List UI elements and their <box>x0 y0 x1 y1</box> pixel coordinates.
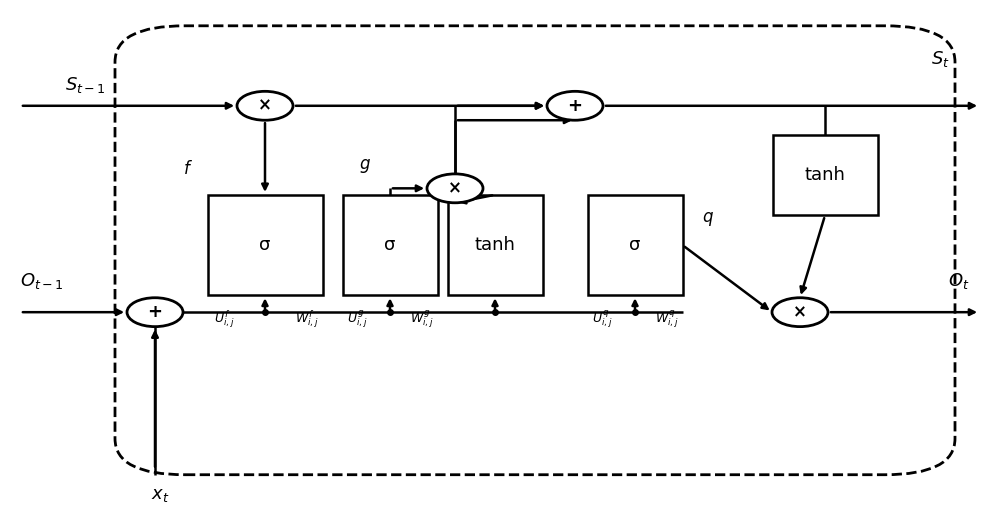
Text: $O_{t-1}$: $O_{t-1}$ <box>20 271 63 291</box>
Text: $q$: $q$ <box>702 211 713 228</box>
Text: $W^{f}_{i,j}$: $W^{f}_{i,j}$ <box>295 309 318 330</box>
Text: σ: σ <box>384 236 396 254</box>
Text: $S_{t-1}$: $S_{t-1}$ <box>65 75 106 95</box>
Text: σ: σ <box>259 236 271 254</box>
Bar <box>448 195 542 295</box>
Text: $g$: $g$ <box>359 157 371 175</box>
Text: ×: × <box>793 303 807 321</box>
Circle shape <box>237 91 293 120</box>
Circle shape <box>127 298 183 327</box>
Text: $U^{q}_{i,j}$: $U^{q}_{i,j}$ <box>592 309 612 330</box>
Text: +: + <box>148 303 162 321</box>
Text: $W^{g}_{i,j}$: $W^{g}_{i,j}$ <box>410 309 434 330</box>
Text: $x_{t}$: $x_{t}$ <box>151 487 169 504</box>
Text: ×: × <box>448 180 462 197</box>
Bar <box>208 195 322 295</box>
Circle shape <box>772 298 828 327</box>
Text: +: + <box>568 97 582 115</box>
Circle shape <box>427 174 483 203</box>
Bar <box>342 195 438 295</box>
Text: σ: σ <box>629 236 641 254</box>
Bar <box>588 195 682 295</box>
Text: tanh: tanh <box>475 236 515 254</box>
Text: $S_{t}$: $S_{t}$ <box>931 50 950 69</box>
Text: tanh: tanh <box>805 167 845 184</box>
Text: $f$: $f$ <box>183 160 192 178</box>
Circle shape <box>547 91 603 120</box>
Text: ×: × <box>258 97 272 115</box>
Text: $U^{f}_{i,j}$: $U^{f}_{i,j}$ <box>214 309 234 330</box>
Text: $O_{t}$: $O_{t}$ <box>948 271 970 291</box>
Text: $W^{q}_{i,j}$: $W^{q}_{i,j}$ <box>655 309 678 330</box>
Text: $U^{g}_{i,j}$: $U^{g}_{i,j}$ <box>347 309 367 330</box>
Bar <box>772 135 878 216</box>
